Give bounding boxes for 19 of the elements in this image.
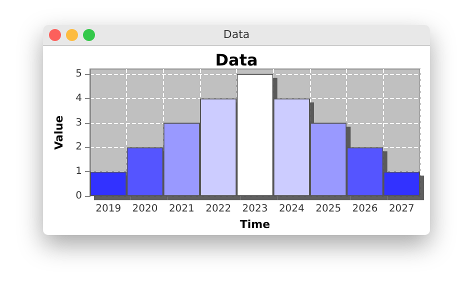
y-tick-label: 5 — [76, 68, 82, 80]
x-tick-label: 2019 — [96, 204, 122, 215]
x-tick-label: 2020 — [132, 204, 158, 215]
x-axis-title: Time — [240, 218, 270, 231]
text: Data — [222, 28, 251, 41]
y-tick-label: 1 — [76, 166, 82, 178]
x-tick-label: 2024 — [278, 204, 304, 215]
y-tick-label: 0 — [76, 190, 82, 202]
y-tick-label: 3 — [76, 117, 82, 128]
x-tick-label: 2022 — [206, 204, 232, 215]
x-tick-label: 2026 — [352, 204, 378, 215]
x-tick-label: 2027 — [388, 204, 414, 215]
x-tick-label: 2025 — [316, 204, 342, 215]
x-tick-label: 2023 — [242, 204, 268, 215]
y-tick-label: 4 — [76, 92, 82, 104]
chart-title: Data — [215, 50, 258, 70]
y-tick-label: 2 — [76, 142, 82, 153]
y-axis-title: Value — [52, 115, 66, 150]
x-tick-label: 2021 — [168, 204, 194, 215]
